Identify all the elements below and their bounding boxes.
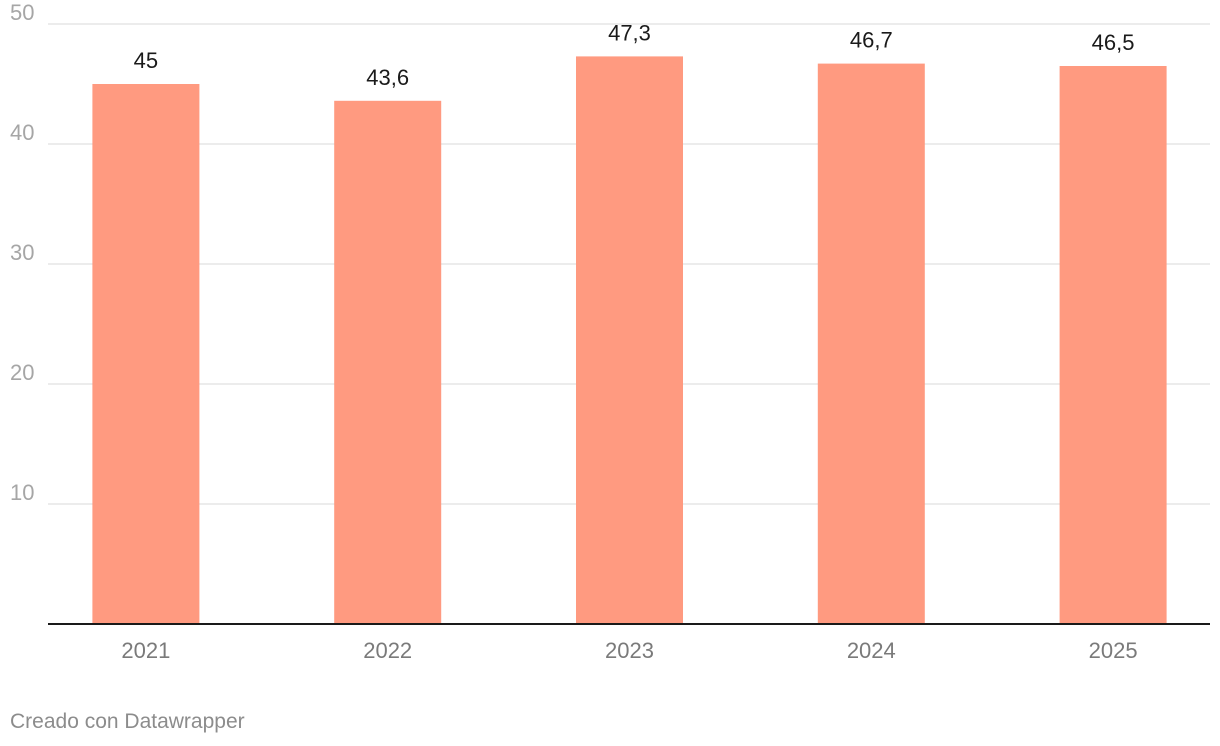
y-tick-label: 50 (10, 0, 34, 25)
y-tick-label: 10 (10, 480, 34, 505)
bar-value-label: 43,6 (366, 65, 409, 90)
credit-text: Creado con Datawrapper (10, 710, 245, 733)
y-axis-ticks: 10 20 30 40 50 (10, 0, 34, 505)
x-axis-ticks: 2021 2022 2023 2024 2025 (121, 638, 1137, 663)
bar (1059, 66, 1167, 624)
bar (576, 56, 683, 624)
x-tick-label: 2021 (121, 638, 170, 663)
y-tick-label: 40 (10, 120, 34, 145)
bar (334, 100, 442, 625)
bar-value-label: 47,3 (608, 20, 651, 45)
y-tick-label: 20 (10, 360, 34, 385)
bars (92, 56, 1167, 625)
x-tick-label: 2022 (363, 638, 412, 663)
bar (92, 84, 200, 624)
bar-value-label: 46,7 (850, 28, 893, 53)
y-tick-label: 30 (10, 240, 34, 265)
bar-value-label: 45 (134, 48, 158, 73)
bar (817, 63, 925, 625)
bar-value-label: 46,5 (1092, 30, 1135, 55)
x-tick-label: 2024 (847, 638, 896, 663)
x-tick-label: 2023 (605, 638, 654, 663)
value-labels: 45 43,6 47,3 46,7 46,5 (134, 20, 1135, 89)
x-tick-label: 2025 (1089, 638, 1138, 663)
